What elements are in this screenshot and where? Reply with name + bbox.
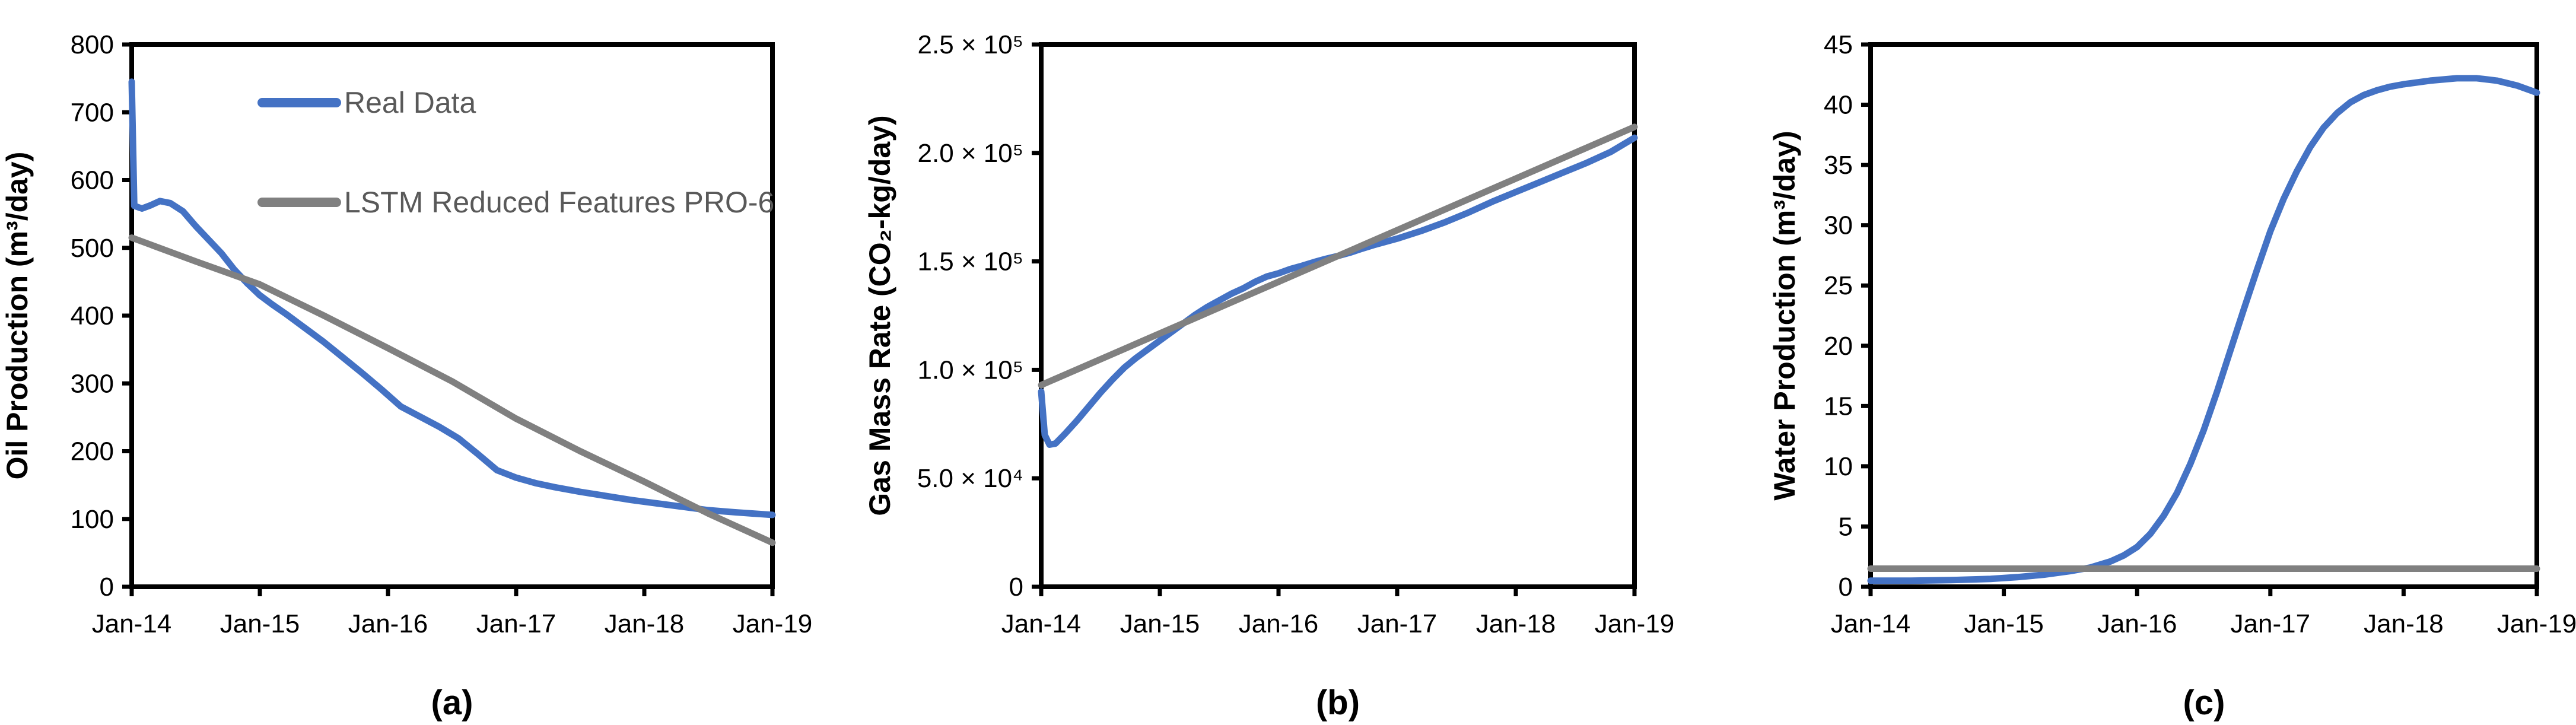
chart-a-y-axis-title: Oil Production (m³/day) [1,152,34,480]
y-tick-label: 5 [1839,512,1853,541]
chart-gas-mass-rate: 0 5.0 × 10⁴ 1.0 × 10⁵ 1.5 × 10⁵ 2.0 × 10⁵ 2.5… [863,30,1674,722]
x-tick-label: Jan-14 [1001,609,1082,638]
y-tick-label: 2.0 × 10⁵ [918,139,1024,168]
y-tick-label: 100 [71,505,114,534]
x-tick-label: Jan-14 [92,609,172,638]
chart-b-caption: (b) [1316,683,1360,722]
x-tick-label: Jan-17 [2231,609,2311,638]
legend-label: LSTM Reduced Features PRO-6 [344,186,774,219]
series-line-real-data [1038,134,1638,448]
y-tick-label: 5.0 × 10⁴ [917,464,1023,493]
x-tick-label: Jan-15 [220,609,300,638]
chart-c-plot-area: 0 5 10 15 20 25 30 35 40 45 Jan-14 Jan-15 Jan-16 Jan-… [1824,30,2576,638]
chart-c-y-axis-title: Water Production (m³/day) [1768,131,1801,500]
x-tick-label: Jan-15 [1120,609,1200,638]
y-tick-label: 40 [1824,91,1853,120]
x-tick-label: Jan-15 [1964,609,2044,638]
y-tick-label: 1.0 × 10⁵ [918,355,1024,384]
y-tick-label: 200 [71,437,114,466]
chart-a-caption: (a) [431,683,473,722]
y-tick-label: 45 [1824,30,1853,59]
series-line-real-data [1867,75,2540,584]
x-tick-label: Jan-18 [1476,609,1556,638]
chart-water-production: 0 5 10 15 20 25 30 35 40 45 Jan-14 Jan-15 Jan-16 Jan-… [1768,30,2576,722]
legend-label: Real Data [344,86,476,119]
x-tick-label: Jan-19 [2497,609,2576,638]
x-tick-label: Jan-18 [605,609,685,638]
y-tick-label: 800 [71,30,114,59]
y-tick-label: 0 [100,573,114,602]
series-line-lstm-reduced-features-pro-6 [1038,123,1638,389]
x-tick-label: Jan-19 [1595,609,1675,638]
x-tick-label: Jan-19 [733,609,813,638]
x-tick-label: Jan-16 [2097,609,2177,638]
plot-box [1039,42,1637,589]
y-tick-label: 1.5 × 10⁵ [918,247,1024,276]
panel-gas-mass-rate: 0 5.0 × 10⁴ 1.0 × 10⁵ 1.5 × 10⁵ 2.0 × 10⁵ 2.5… [860,0,1720,725]
x-tick-label: Jan-14 [1831,609,1911,638]
y-tick-label: 2.5 × 10⁵ [918,30,1024,59]
legend: Real Data LSTM Reduced Features PRO-6 [257,86,774,219]
y-tick-label: 0 [1009,573,1023,602]
y-tick-label: 500 [71,234,114,263]
chart-b-plot-area: 0 5.0 × 10⁴ 1.0 × 10⁵ 1.5 × 10⁵ 2.0 × 10⁵ 2.5… [917,30,1674,638]
y-tick-label: 600 [71,166,114,195]
panel-water-production: 0 5 10 15 20 25 30 35 40 45 Jan-14 Jan-15 Jan-16 Jan-… [1720,0,2576,725]
y-tick-label: 30 [1824,211,1853,240]
plot-box [1868,42,2539,589]
series-line-lstm-reduced-features-pro-6 [128,234,776,546]
y-tick-label: 15 [1824,392,1853,421]
y-tick-label: 20 [1824,332,1853,361]
x-tick-label: Jan-17 [1357,609,1438,638]
y-tick-label: 300 [71,369,114,398]
chart-oil-production: 0 100 200 300 400 500 600 700 800 Jan-14 Jan-15 Jan… [1,30,813,722]
y-tick-label: 0 [1839,573,1853,602]
chart-a-plot-area: 0 100 200 300 400 500 600 700 800 Jan-14 Jan-15 Jan… [71,30,813,638]
y-tick-label: 10 [1824,452,1853,481]
panel-oil-production: 0 100 200 300 400 500 600 700 800 Jan-14 Jan-15 Jan… [0,0,860,725]
chart-b-y-axis-title: Gas Mass Rate (CO₂-kg/day) [863,115,896,516]
y-tick-label: 25 [1824,271,1853,300]
y-tick-label: 700 [71,98,114,127]
x-tick-label: Jan-16 [348,609,428,638]
series-line-real-data [128,78,776,519]
y-tick-label: 400 [71,301,114,330]
chart-c-caption: (c) [2183,683,2225,722]
x-tick-label: Jan-16 [1239,609,1319,638]
x-tick-label: Jan-17 [476,609,556,638]
x-tick-label: Jan-18 [2364,609,2444,638]
y-tick-label: 35 [1824,151,1853,180]
